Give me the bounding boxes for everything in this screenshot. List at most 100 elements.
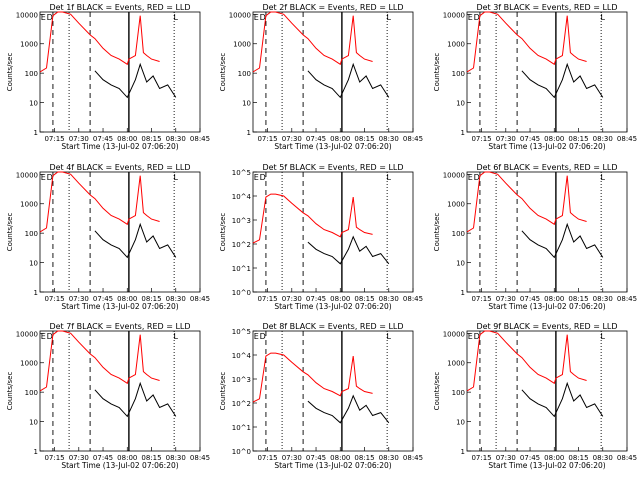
- chart-title: Det 6f BLACK = Events, RED = LLD: [476, 163, 617, 172]
- y-axis-label: Counts/sec: [6, 213, 14, 252]
- marker-letter: D: [47, 173, 53, 182]
- x-tick-label: 07:30: [496, 135, 516, 143]
- y-tick-label: 10: [242, 100, 251, 108]
- series-lld-line: [252, 352, 373, 403]
- marker-letter: D: [47, 332, 53, 341]
- series-events-line: [94, 222, 177, 259]
- y-tick-label: 100: [25, 230, 38, 238]
- series-lld-line: [466, 171, 587, 233]
- marker-letter: L: [387, 173, 392, 182]
- series-events-line: [307, 62, 390, 99]
- x-tick-label: 08:30: [593, 295, 613, 303]
- marker-letter: D: [260, 332, 266, 341]
- plot-frame: [252, 171, 414, 293]
- y-tick-label: 1000: [20, 41, 38, 49]
- marker-letter: L: [601, 13, 606, 22]
- marker-letter: L: [174, 13, 179, 22]
- y-axis-label: Counts/sec: [433, 213, 441, 252]
- marker-letter: L: [174, 332, 179, 341]
- y-tick-label: 1: [461, 129, 465, 137]
- y-tick-label: 100: [25, 70, 38, 78]
- marker-letter: E: [41, 173, 46, 182]
- y-tick-label: 10000: [229, 11, 251, 19]
- x-tick-label: 08:00: [330, 454, 350, 462]
- y-tick-label: 10: [456, 100, 465, 108]
- x-tick-label: 08:30: [379, 135, 399, 143]
- y-axis-label: Counts/sec: [6, 53, 14, 92]
- y-axis-label: Counts/sec: [433, 372, 441, 411]
- x-axis-label: Start Time (13-Jul-02 07:06:20): [488, 302, 605, 311]
- x-tick-label: 07:30: [69, 454, 89, 462]
- x-tick-label: 07:15: [257, 135, 277, 143]
- x-tick-label: 08:45: [403, 135, 423, 143]
- marker-letter: L: [387, 13, 392, 22]
- plot-frame: [252, 330, 414, 452]
- y-tick-label: 10000: [16, 171, 38, 179]
- y-tick-label: 1000: [20, 201, 38, 209]
- chart-panel-7: Det 7f BLACK = Events, RED = LLD 1 10 100 10…: [6, 322, 210, 470]
- x-tick-label: 08:15: [354, 295, 374, 303]
- x-tick-label: 07:45: [520, 135, 540, 143]
- x-tick-label: 08:45: [190, 295, 210, 303]
- x-tick-label: 08:00: [544, 295, 564, 303]
- y-tick-label: 10^1: [232, 265, 251, 273]
- x-tick-label: 08:45: [190, 454, 210, 462]
- x-tick-label: 08:00: [117, 454, 137, 462]
- x-tick-label: 07:45: [306, 135, 326, 143]
- x-tick-label: 08:45: [403, 295, 423, 303]
- x-tick-label: 08:15: [354, 135, 374, 143]
- y-tick-label: 10^2: [232, 241, 251, 249]
- chart-title: Det 4f BLACK = Events, RED = LLD: [49, 163, 190, 172]
- y-tick-label: 1: [34, 448, 38, 456]
- y-tick-label: 1000: [233, 41, 251, 49]
- x-tick-label: 08:30: [379, 295, 399, 303]
- series-events-line: [521, 222, 604, 259]
- marker-letter: L: [601, 173, 606, 182]
- x-tick-label: 08:30: [593, 454, 613, 462]
- x-tick-label: 08:15: [568, 295, 588, 303]
- y-tick-label: 10^5: [232, 169, 251, 177]
- x-tick-label: 08:00: [330, 295, 350, 303]
- chart-title: Det 9f BLACK = Events, RED = LLD: [476, 322, 617, 331]
- x-axis-label: Start Time (13-Jul-02 07:06:20): [274, 461, 391, 470]
- x-axis-label: Start Time (13-Jul-02 07:06:20): [61, 461, 178, 470]
- marker-letter: E: [41, 332, 46, 341]
- y-axis-label: Counts/sec: [433, 53, 441, 92]
- marker-letter: E: [254, 13, 259, 22]
- x-tick-label: 07:45: [93, 295, 113, 303]
- plot-frame: [466, 330, 628, 452]
- plot-frame: [252, 11, 414, 133]
- chart-title: Det 7f BLACK = Events, RED = LLD: [49, 322, 190, 331]
- x-tick-label: 08:30: [593, 135, 613, 143]
- x-tick-label: 07:45: [306, 454, 326, 462]
- series-lld-line: [252, 193, 373, 244]
- chart-panel-3: Det 3f BLACK = Events, RED = LLD 1 10 100 10…: [433, 3, 637, 151]
- marker-letter: D: [260, 173, 266, 182]
- x-tick-label: 07:15: [471, 454, 491, 462]
- marker-letter: D: [474, 332, 480, 341]
- x-tick-label: 07:45: [520, 295, 540, 303]
- x-tick-label: 07:15: [257, 454, 277, 462]
- y-axis-label: Counts/sec: [6, 372, 14, 411]
- x-axis-label: Start Time (13-Jul-02 07:06:20): [61, 142, 178, 151]
- chart-panel-5: Det 5f BLACK = Events, RED = LLD 10^0 10^1…: [219, 163, 423, 311]
- x-tick-label: 08:15: [568, 454, 588, 462]
- marker-letter: D: [474, 13, 480, 22]
- series-lld-line: [39, 11, 160, 73]
- marker-letter: L: [601, 332, 606, 341]
- x-tick-label: 07:15: [471, 295, 491, 303]
- y-tick-label: 10: [29, 100, 38, 108]
- x-tick-label: 07:30: [496, 295, 516, 303]
- y-tick-label: 1000: [447, 201, 465, 209]
- x-tick-label: 08:30: [379, 454, 399, 462]
- x-tick-label: 08:00: [117, 135, 137, 143]
- y-tick-label: 1: [247, 129, 251, 137]
- y-tick-label: 10000: [443, 11, 465, 19]
- y-tick-label: 100: [25, 389, 38, 397]
- x-tick-label: 08:30: [166, 135, 186, 143]
- y-tick-label: 1: [34, 289, 38, 297]
- series-lld-line: [252, 11, 373, 73]
- plot-frame: [39, 11, 201, 133]
- series-lld-line: [466, 330, 587, 392]
- y-tick-label: 10: [29, 260, 38, 268]
